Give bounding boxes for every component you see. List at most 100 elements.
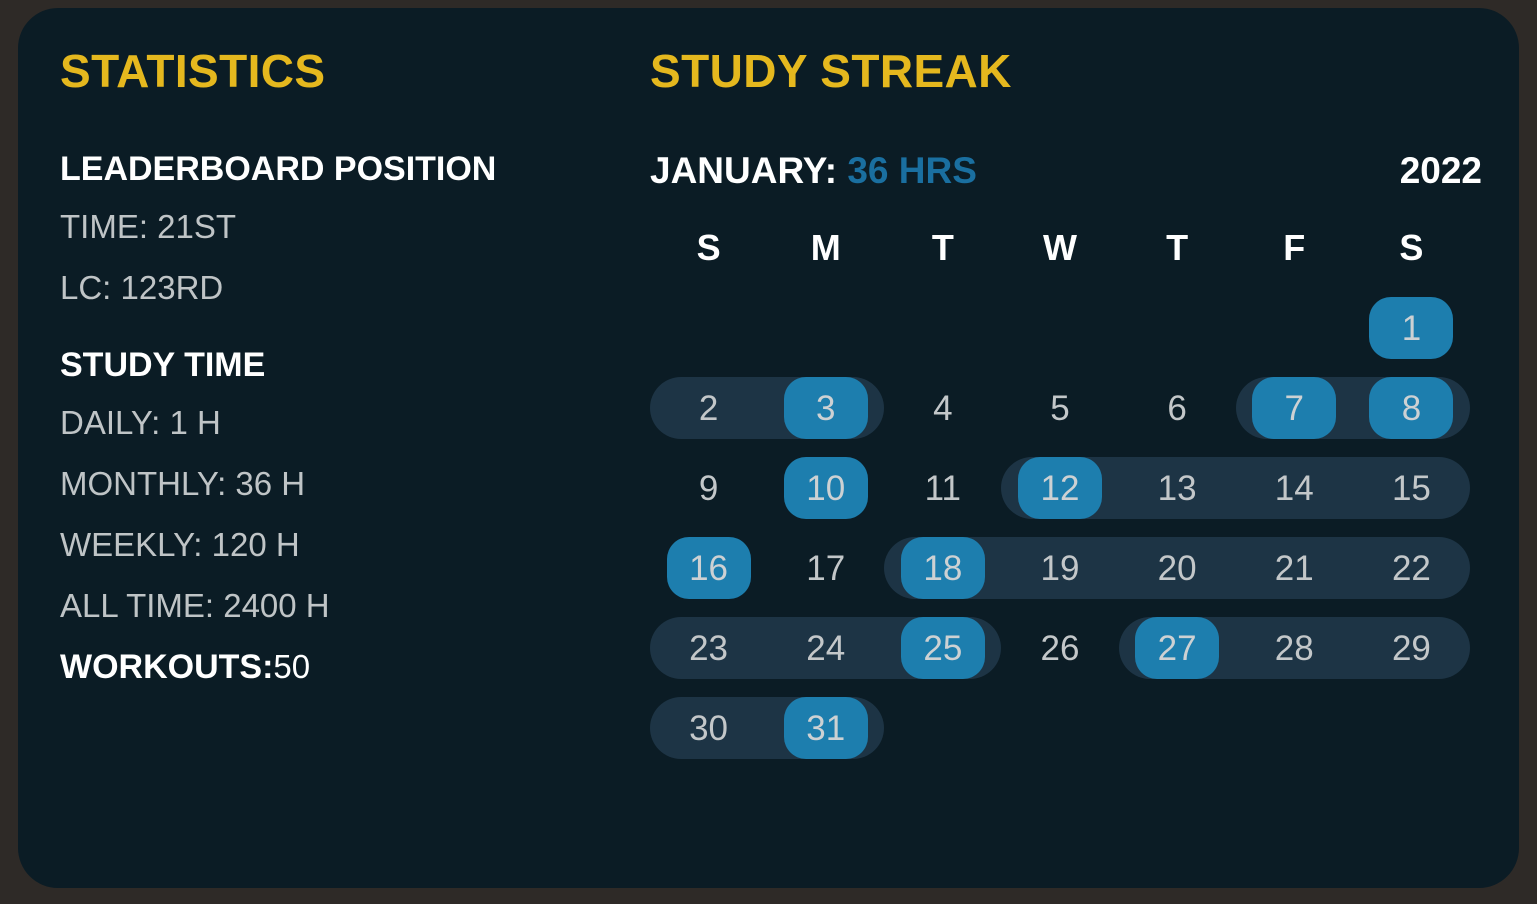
calendar-day-number[interactable]: 22	[1391, 548, 1431, 588]
study-streak-title: STUDY STREAK	[650, 45, 1012, 97]
calendar-day-cell[interactable]: 28	[1236, 608, 1353, 688]
day-header-sun: S	[696, 227, 721, 268]
calendar-day-cell	[767, 288, 884, 368]
month-hours: 36 HRS	[847, 150, 977, 191]
day-header-sat: S	[1399, 227, 1424, 268]
calendar-day-active[interactable]: 27	[1135, 617, 1220, 679]
calendar-day-cell[interactable]: 27	[1119, 608, 1236, 688]
calendar-day-active[interactable]: 18	[900, 537, 985, 599]
calendar-day-active[interactable]: 16	[666, 537, 751, 599]
calendar-day-number[interactable]: 9	[698, 468, 719, 508]
calendar-week-row: 1	[650, 288, 1470, 368]
calendar-day-cell[interactable]: 7	[1236, 368, 1353, 448]
calendar-day-number[interactable]: 6	[1167, 388, 1187, 428]
calendar-day-cell[interactable]: 5	[1001, 368, 1118, 448]
calendar-day-cell[interactable]: 11	[884, 448, 1001, 528]
calendar-day-cell[interactable]: 12	[1001, 448, 1118, 528]
calendar-day-cell[interactable]: 10	[767, 448, 884, 528]
calendar-day-cell[interactable]: 8	[1353, 368, 1470, 448]
calendar-day-cell	[1119, 688, 1236, 768]
calendar-day-active[interactable]: 7	[1252, 377, 1337, 439]
calendar-week-row: 9 10 11 12 13 14 15	[650, 448, 1470, 528]
calendar-day-number[interactable]: 24	[806, 628, 846, 668]
calendar-day-cell	[1001, 688, 1118, 768]
calendar-day-cell[interactable]: 20	[1119, 528, 1236, 608]
calendar-day-cell	[884, 688, 1001, 768]
calendar-day-cell[interactable]: 14	[1236, 448, 1353, 528]
calendar-day-number[interactable]: 30	[689, 708, 729, 748]
calendar-day-cell[interactable]: 13	[1119, 448, 1236, 528]
calendar-day-cell[interactable]: 1	[1353, 288, 1470, 368]
calendar-day-cell[interactable]: 30	[650, 688, 767, 768]
calendar-day-number[interactable]: 4	[933, 388, 953, 428]
leaderboard-lc-rank: LC: 123RD	[60, 269, 224, 306]
calendar-day-cell[interactable]: 4	[884, 368, 1001, 448]
calendar-day-cell	[1236, 688, 1353, 768]
calendar-day-active[interactable]: 12	[1017, 457, 1102, 519]
day-header-fri: F	[1283, 227, 1306, 268]
day-header-wed: W	[1043, 227, 1077, 268]
calendar-day-cell[interactable]: 26	[1001, 608, 1118, 688]
calendar-day-cell[interactable]: 24	[767, 608, 884, 688]
study-time-weekly: WEEKLY: 120 H	[60, 526, 300, 563]
calendar-day-cell[interactable]: 29	[1353, 608, 1470, 688]
day-header-tue: T	[931, 227, 954, 268]
calendar-day-cell[interactable]: 21	[1236, 528, 1353, 608]
leaderboard-time-rank: TIME: 21ST	[60, 208, 237, 245]
workouts-label: WORKOUTS:	[60, 648, 274, 686]
calendar-day-number[interactable]: 23	[689, 628, 729, 668]
streak-subheader: JANUARY: 36 HRS 2022	[650, 152, 1490, 198]
calendar-day-number[interactable]: 15	[1391, 468, 1431, 508]
calendar-day-active[interactable]: 1	[1369, 297, 1454, 359]
calendar-day-number[interactable]: 19	[1040, 548, 1080, 588]
calendar-week-row: 16 17 18 19 20 21 22	[650, 528, 1470, 608]
calendar-day-number[interactable]: 17	[806, 548, 846, 588]
study-time-daily: DAILY: 1 H	[60, 404, 221, 441]
calendar-day-cell[interactable]: 16	[650, 528, 767, 608]
calendar-day-cell[interactable]: 15	[1353, 448, 1470, 528]
month-name: JANUARY:	[650, 150, 838, 191]
statistics-column: STATISTICS LEADERBOARD POSITION TIME: 21…	[60, 48, 620, 684]
calendar-day-cell[interactable]: 2	[650, 368, 767, 448]
streak-calendar: S M T W T F S 1 2 3 4 5 6 7 8 9 10 11 12 13 14 15 16 17 1…	[650, 230, 1470, 768]
calendar-day-active[interactable]: 25	[900, 617, 985, 679]
calendar-day-cell[interactable]: 22	[1353, 528, 1470, 608]
calendar-day-cell[interactable]: 19	[1001, 528, 1118, 608]
calendar-day-number[interactable]: 26	[1040, 628, 1080, 668]
calendar-day-number[interactable]: 21	[1274, 548, 1314, 588]
calendar-day-active[interactable]: 8	[1369, 377, 1454, 439]
calendar-weeks: 1 2 3 4 5 6 7 8 9 10 11 12 13 14 15 16 17 18 19 20 21 22 23 24 2…	[650, 288, 1470, 768]
workouts-row: WORKOUTS:50	[60, 650, 620, 684]
study-time-monthly: MONTHLY: 36 H	[60, 465, 306, 502]
calendar-day-cell	[884, 288, 1001, 368]
calendar-day-cell[interactable]: 31	[767, 688, 884, 768]
calendar-day-cell[interactable]: 17	[767, 528, 884, 608]
calendar-day-cell[interactable]: 9	[650, 448, 767, 528]
day-header-mon: M	[810, 227, 841, 268]
calendar-day-active[interactable]: 10	[783, 457, 868, 519]
leaderboard-position-heading: LEADERBOARD POSITION	[60, 150, 497, 188]
calendar-day-number[interactable]: 13	[1157, 468, 1197, 508]
calendar-day-number[interactable]: 29	[1391, 628, 1431, 668]
calendar-day-headers: S M T W T F S	[650, 230, 1470, 266]
calendar-day-cell[interactable]: 25	[884, 608, 1001, 688]
calendar-day-number[interactable]: 20	[1157, 548, 1197, 588]
calendar-day-cell[interactable]: 3	[767, 368, 884, 448]
calendar-day-number[interactable]: 2	[698, 388, 719, 428]
calendar-day-cell	[1001, 288, 1118, 368]
calendar-day-cell[interactable]: 23	[650, 608, 767, 688]
calendar-day-number[interactable]: 28	[1274, 628, 1314, 668]
calendar-day-cell	[1119, 288, 1236, 368]
calendar-day-cell	[1353, 688, 1470, 768]
calendar-day-cell[interactable]: 18	[884, 528, 1001, 608]
calendar-day-number[interactable]: 5	[1050, 388, 1070, 428]
statistics-title: STATISTICS	[60, 45, 326, 97]
calendar-week-row: 23 24 25 26 27 28 29	[650, 608, 1470, 688]
calendar-day-cell[interactable]: 6	[1119, 368, 1236, 448]
calendar-day-number[interactable]: 14	[1274, 468, 1314, 508]
calendar-day-number[interactable]: 11	[924, 468, 962, 508]
calendar-day-active[interactable]: 3	[783, 377, 868, 439]
study-time-heading: STUDY TIME	[60, 346, 266, 384]
calendar-day-active[interactable]: 31	[783, 697, 868, 759]
